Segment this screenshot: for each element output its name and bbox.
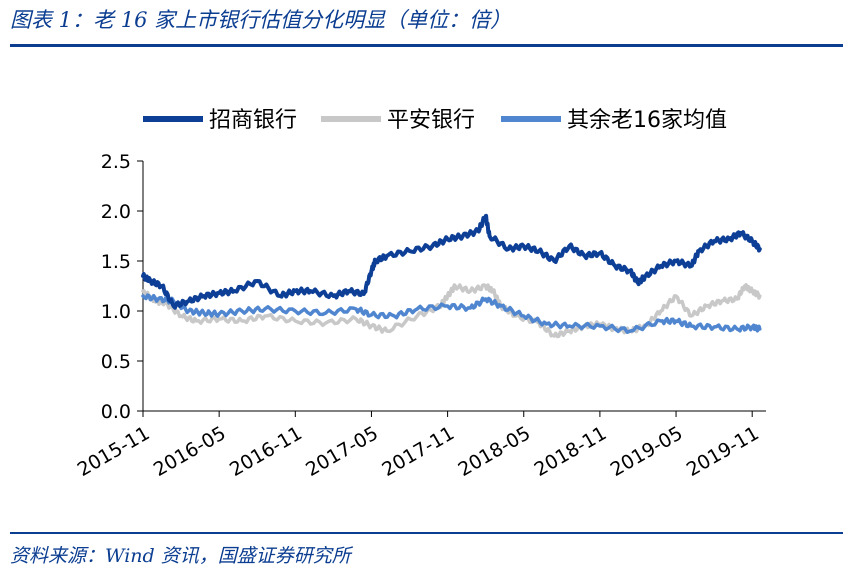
chart-title: 图表 1：老 16 家上市银行估值分化明显（单位：倍） (10, 8, 512, 32)
y-tick-label: 0.0 (101, 401, 131, 423)
series-line-1 (141, 213, 762, 310)
x-tick-label: 2019-05 (607, 422, 687, 481)
x-tick-label: 2017-11 (378, 422, 458, 481)
x-tick-label: 2018-05 (454, 422, 534, 481)
legend-label: 招商银行 (209, 108, 297, 133)
legend-label: 其余老16家均值 (567, 108, 727, 133)
legend-label: 平安银行 (387, 108, 475, 133)
y-tick-label: 2.0 (101, 201, 131, 223)
x-tick-label: 2016-11 (226, 422, 306, 481)
line-chart: 招商银行 平安银行 其余老16家均值 0.0 0.5 1.0 1.5 2.0 2.5 2015… (74, 108, 766, 481)
x-tick-label: 2017-05 (302, 422, 382, 481)
x-tick-label: 2019-11 (683, 422, 763, 481)
x-tick-label: 2016-05 (150, 422, 230, 481)
series-line-3 (141, 293, 762, 334)
y-axis: 0.0 0.5 1.0 1.5 2.0 2.5 (101, 151, 144, 423)
y-tick-label: 1.5 (101, 251, 131, 273)
source-rule (10, 532, 843, 534)
x-tick-label: 2018-11 (531, 422, 611, 481)
series-group (141, 213, 762, 339)
x-axis: 2015-112016-052016-112017-052017-112018-… (74, 410, 766, 481)
y-tick-label: 0.5 (101, 351, 131, 373)
y-tick-label: 1.0 (101, 301, 131, 323)
y-tick-label: 2.5 (101, 151, 131, 173)
title-rule (10, 44, 843, 47)
source-note: 资料来源：Wind 资讯，国盛证券研究所 (10, 545, 351, 567)
series-line-2 (141, 283, 762, 339)
x-tick-label: 2015-11 (74, 422, 154, 481)
legend: 招商银行 平安银行 其余老16家均值 (143, 108, 727, 133)
